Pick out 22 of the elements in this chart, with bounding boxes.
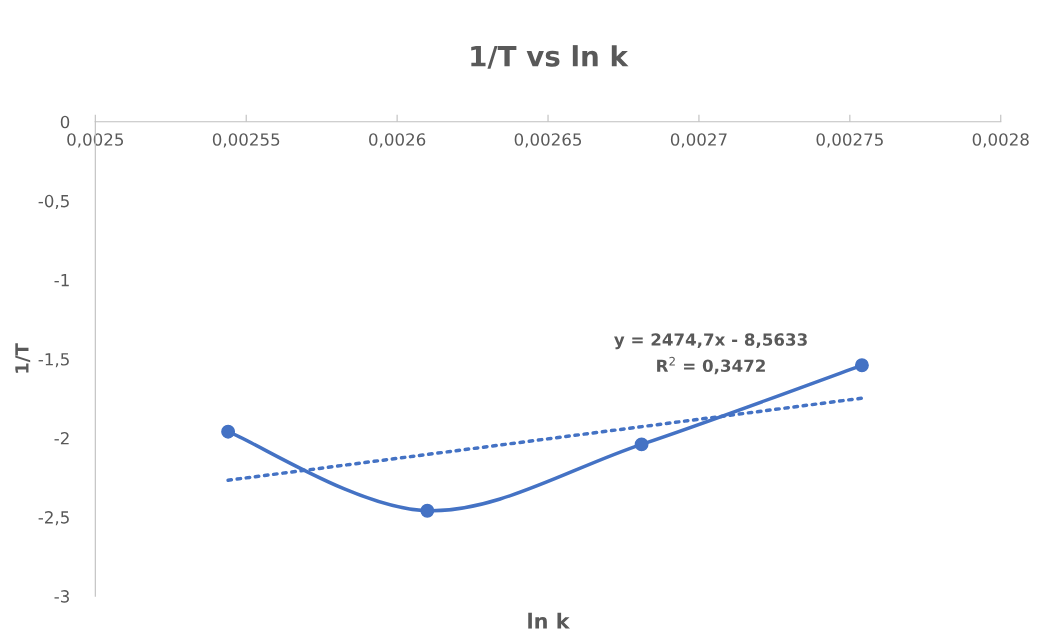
point [420,503,435,518]
y-tick-label: 0 [60,115,70,129]
x-tick-label: 0,00255 [212,133,280,148]
y-axis-title: 1/T [15,343,31,373]
x-tick-label: 0,00265 [514,133,582,148]
x-axis-title: ln k [528,612,570,629]
x-tick-label: 0,0026 [369,133,426,148]
y-tick-label: -0,5 [38,194,69,210]
point [854,358,869,373]
y-tick-label: -2 [54,431,69,445]
x-tick-label: 0,0028 [972,133,1029,148]
x-tick-label: 0,0027 [670,133,727,148]
point [221,424,236,439]
y-tick-label: -2,5 [38,511,69,526]
y-tick-label: -1 [54,274,69,287]
annotation: y = 2474,7x - 8,5633 R$^{2}$ = 0,3472 [614,333,807,375]
chart-title: 1/T vs ln k [471,45,629,69]
y-tick-label: -3 [54,590,69,603]
x-tick-label: 0,0025 [67,133,124,148]
point [634,437,649,452]
x-tick-label: 0,00275 [816,133,883,148]
y-tick-label: -1,5 [38,353,69,368]
